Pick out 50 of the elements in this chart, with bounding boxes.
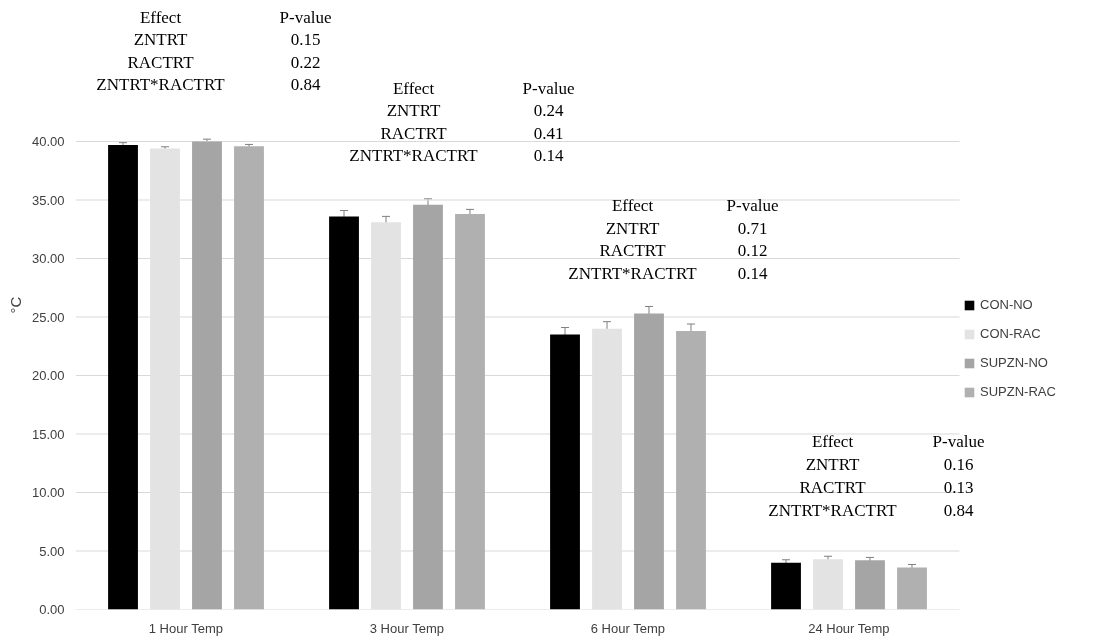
text: P-value (522, 79, 575, 98)
legend-label: CON-NO (980, 297, 1033, 312)
annotation: Effect (611, 196, 654, 215)
annotation: 0.41 (533, 123, 564, 143)
y-tick-label: 10.00 (31, 485, 65, 500)
y-tick-label: 20.00 (31, 368, 65, 383)
annotation: 0.14 (737, 263, 768, 283)
annotation: 0.71 (737, 218, 768, 238)
x-tick-label: 24 Hour Temp (808, 620, 890, 636)
text: 0.24 (533, 101, 564, 121)
annotation: ZNTRT*RACTRT (568, 263, 698, 283)
text: P-value (279, 8, 332, 27)
text: Effect (392, 79, 435, 98)
annotation: 0.84 (943, 501, 974, 520)
text: 0.15 (290, 30, 321, 50)
annotation: ZNTRT (805, 455, 860, 474)
x-tick-label: 6 Hour Temp (590, 620, 665, 636)
text: Effect (139, 8, 182, 27)
y-tick-label: 5.00 (39, 543, 65, 559)
annotation: 0.16 (943, 455, 974, 474)
y-tick-label: 35.00 (31, 192, 65, 208)
annotation: ZNTRT*RACTRT (768, 501, 898, 520)
annotation: 0.12 (737, 241, 768, 260)
text: RACTRT (127, 52, 195, 72)
text: 0.22 (290, 52, 321, 72)
annotation: P-value (726, 196, 779, 215)
text: 0.84 (290, 74, 321, 94)
y-tick-label: 15.00 (31, 426, 65, 442)
y-tick-label: 40.00 (31, 134, 65, 149)
annotation: RACTRT (599, 241, 667, 260)
annotation: 0.13 (943, 478, 974, 497)
annotation: RACTRT (380, 123, 448, 143)
x-tick-label: 3 Hour Temp (369, 620, 444, 636)
y-axis-title: °C (6, 296, 24, 314)
y-tick-label: 0.00 (39, 602, 65, 617)
annotation: 0.14 (533, 145, 564, 165)
annotation: P-value (932, 432, 985, 451)
x-tick-label: 1 Hour Temp (148, 620, 223, 636)
legend-label: CON-RAC (980, 326, 1041, 341)
y-tick-label: 25.00 (31, 309, 65, 325)
legend-label: SUPZN-RAC (980, 384, 1056, 399)
text: ZNTRT*RACTRT (96, 74, 226, 94)
text: ZNTRT (133, 30, 188, 50)
annotation: ZNTRT*RACTRT (349, 145, 479, 165)
y-tick-label: 30.00 (31, 251, 65, 266)
annotation: RACTRT (799, 478, 867, 497)
annotation: Effect (811, 432, 854, 451)
annotation: ZNTRT (605, 218, 660, 238)
legend-label: SUPZN-NO (980, 355, 1048, 370)
text: ZNTRT (386, 101, 441, 121)
